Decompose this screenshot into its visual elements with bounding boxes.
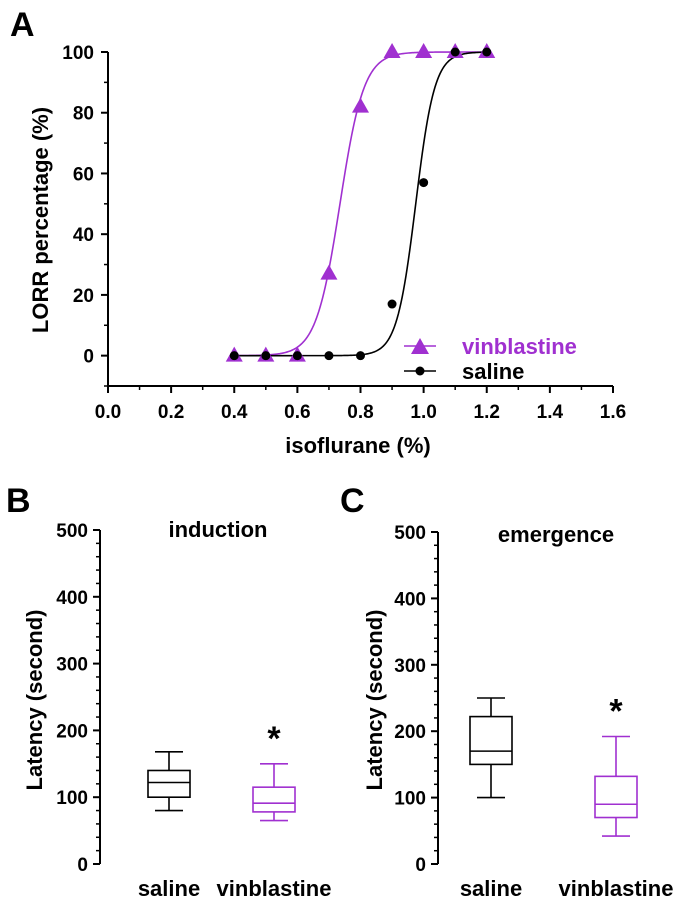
panel-a-x-axis-label: isoflurane (%)	[285, 433, 430, 458]
panel-b-plot: 0 100 200 300 400 500 saline vinblastine *	[56, 521, 331, 901]
panel-label-b: B	[6, 482, 31, 520]
panel-c-y-axis-label: Latency (second)	[362, 610, 387, 791]
panel-c-y-tick-label: 100	[394, 789, 426, 810]
panel-a-y-tick-label: 60	[73, 164, 94, 185]
panel-c-y-tick-label: 0	[415, 855, 426, 876]
panel-b-significance-marker: *	[267, 720, 281, 758]
panel-b-y-tick-label: 400	[56, 588, 88, 609]
data-point-saline	[356, 351, 365, 361]
panel-a-x-tick-label: 0.0	[95, 402, 121, 423]
box-saline	[469, 715, 513, 766]
data-point-saline	[419, 178, 429, 188]
panel-a-fit-curves	[234, 51, 487, 357]
fit-curve-vinblastine	[234, 51, 487, 357]
panel-b-y-tick-label: 100	[56, 788, 88, 809]
data-point-vinblastine	[352, 97, 369, 113]
panel-a-y-axis-label: LORR percentage (%)	[28, 107, 53, 333]
panel-b-y-axis-label: Latency (second)	[22, 610, 47, 791]
panel-label-a: A	[10, 6, 35, 44]
panel-label-c: C	[340, 482, 365, 520]
panel-c-category-label: saline	[460, 876, 522, 901]
panel-a-data-points	[225, 43, 496, 362]
panel-c-y-tick-label: 300	[394, 656, 426, 677]
data-point-saline	[261, 351, 271, 361]
panel-a-y-tick-label: 100	[62, 43, 94, 64]
box-vinblastine	[252, 786, 296, 813]
data-point-saline	[450, 47, 460, 57]
panel-a-x-tick-label: 1.4	[537, 402, 564, 423]
box-vinblastine	[594, 775, 638, 819]
panel-a-y-tick-label: 0	[83, 347, 94, 368]
panel-a-x-tick-label: 0.6	[284, 402, 310, 423]
panel-a-y-tick-label: 80	[73, 104, 94, 125]
panel-b-category-label: vinblastine	[217, 876, 332, 901]
panel-b-y-tick-label: 200	[56, 721, 88, 742]
data-point-saline	[387, 299, 397, 309]
panel-b-title: induction	[169, 517, 268, 542]
legend-marker-vinblastine	[411, 338, 429, 354]
legend-marker-saline	[415, 366, 425, 376]
panel-b-y-tick-label: 500	[56, 521, 88, 542]
panel-a-x-tick-labels: 0.0 0.2 0.4 0.6 0.8 1.0 1.2 1.4 1.6	[95, 402, 626, 423]
box-saline	[147, 769, 191, 798]
data-point-vinblastine	[320, 264, 338, 280]
panel-a-legend: vinblastine saline	[404, 334, 577, 384]
panel-a-x-tick-label: 1.2	[474, 402, 500, 423]
panel-c-y-tick-label: 400	[394, 589, 426, 610]
panel-c-title: emergence	[498, 522, 614, 547]
legend-label-saline: saline	[462, 359, 524, 384]
panel-a-y-tick-label: 20	[73, 286, 94, 307]
data-point-vinblastine	[415, 43, 433, 58]
panel-c-y-tick-label: 200	[394, 722, 426, 743]
panel-c-significance-marker: *	[609, 693, 623, 731]
data-point-saline	[324, 351, 334, 361]
panel-a-axes	[101, 51, 614, 393]
panel-a-x-tick-label: 0.4	[221, 402, 248, 423]
panel-a-plot: 0.0 0.2 0.4 0.6 0.8 1.0 1.2 1.4 1.6 0 20 40 60 80 100	[62, 43, 626, 423]
panel-c-y-tick-label: 500	[394, 523, 426, 544]
panel-c-plot: 0 100 200 300 400 500 saline vinblastine *	[394, 523, 673, 901]
panel-a-y-tick-labels: 0 20 40 60 80 100	[62, 43, 94, 368]
data-point-saline	[292, 351, 302, 361]
data-point-vinblastine	[383, 43, 401, 58]
legend-label-vinblastine: vinblastine	[462, 334, 577, 359]
panel-a-x-tick-label: 1.0	[410, 402, 436, 423]
panel-c-category-label: vinblastine	[559, 876, 674, 901]
panel-a-y-tick-label: 40	[73, 225, 94, 246]
data-point-saline	[229, 351, 239, 361]
panel-a-x-tick-label: 0.2	[158, 402, 184, 423]
panel-a-x-tick-label: 0.8	[347, 402, 373, 423]
panel-a-x-tick-label: 1.6	[600, 402, 626, 423]
data-point-saline	[482, 47, 492, 57]
panel-b-y-tick-label: 0	[77, 855, 88, 876]
panel-b-category-label: saline	[138, 876, 200, 901]
panel-b-y-tick-label: 300	[56, 655, 88, 676]
